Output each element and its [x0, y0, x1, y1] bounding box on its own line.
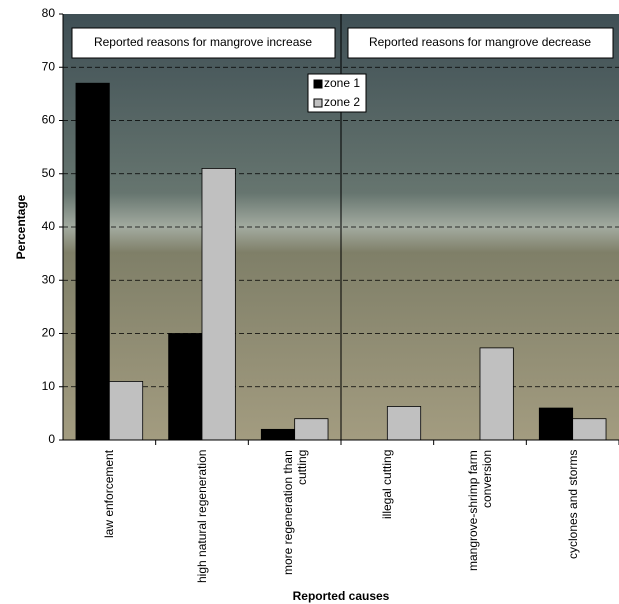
y-axis-label: Percentage	[14, 194, 28, 259]
y-tick-label: 0	[48, 432, 55, 446]
legend-label: zone 2	[324, 95, 360, 109]
x-tick-label: law enforcement	[102, 450, 117, 539]
legend-swatch	[313, 79, 323, 89]
x-tick-label: high natural regeneration	[195, 450, 209, 584]
bar	[108, 381, 144, 441]
annotation-box	[347, 27, 614, 59]
bar	[479, 347, 514, 441]
y-tick-label: 20	[42, 326, 56, 340]
y-tick-label: 10	[42, 379, 56, 393]
annotation-box	[71, 27, 336, 59]
y-tick-label: 30	[42, 272, 56, 286]
bar	[260, 428, 296, 441]
y-tick-label: 70	[42, 59, 56, 73]
bar	[168, 333, 203, 441]
x-tick-label: more regeneration than cutting	[280, 450, 309, 575]
y-tick-label: 50	[42, 166, 56, 180]
legend-swatch	[313, 98, 323, 108]
x-tick-label: illegal cutting	[380, 450, 395, 520]
legend-label: zone 1	[324, 76, 360, 90]
x-axis-label: Reported causes	[293, 589, 390, 603]
y-tick-label: 40	[42, 219, 56, 233]
y-tick-label: 60	[42, 113, 56, 127]
bar	[572, 418, 607, 441]
annotation: Reported reasons for mangrove decrease	[369, 35, 591, 49]
bar	[538, 407, 574, 441]
x-tick-label: cyclones and storms	[565, 450, 580, 560]
bar	[75, 82, 110, 441]
y-tick-label: 80	[42, 6, 56, 20]
bar	[201, 168, 236, 441]
annotation: Reported reasons for mangrove increase	[94, 35, 312, 49]
bar	[294, 418, 329, 441]
x-tick-label: mangrove-shrimp farm conversion	[466, 450, 494, 571]
bar	[386, 406, 422, 441]
